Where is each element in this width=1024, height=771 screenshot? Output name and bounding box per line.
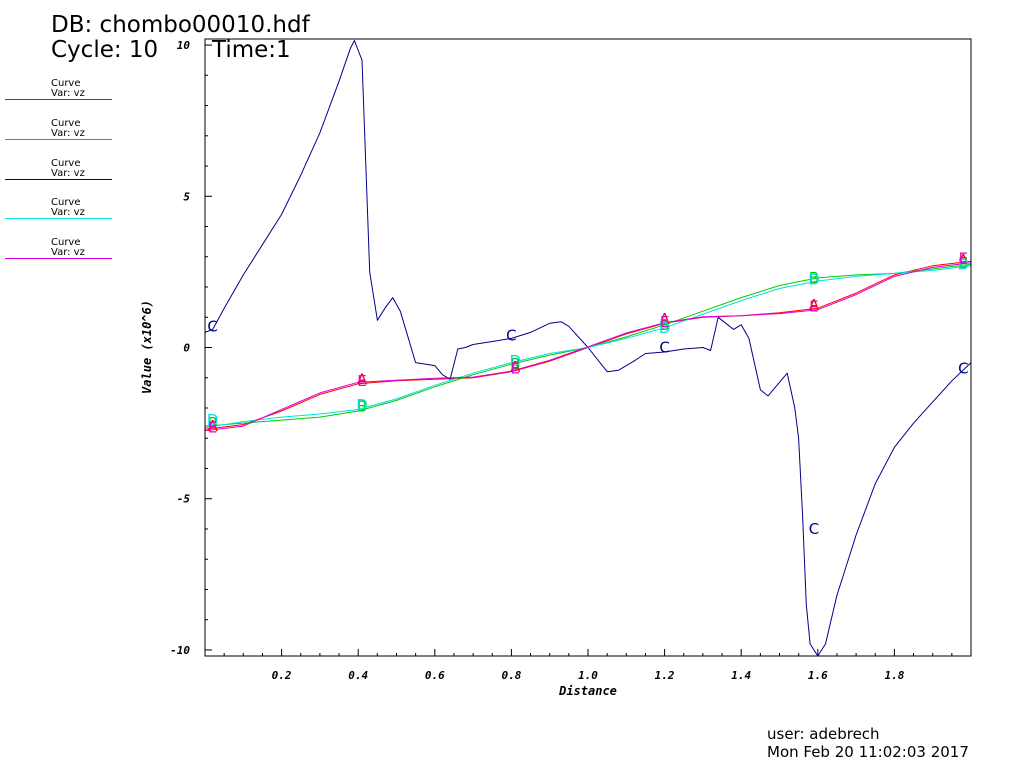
y-tick-label: 10: [177, 39, 191, 52]
legend-swatch: [5, 139, 112, 140]
legend-curve-label: Curve: [51, 78, 81, 89]
series-marker-A: A: [510, 358, 521, 376]
y-tick-label: 0: [183, 342, 190, 355]
series-line-1: [204, 260, 972, 430]
series-marker-A: A: [958, 251, 969, 269]
x-tick-label: 1.6: [808, 669, 828, 682]
timestamp: Mon Feb 20 11:02:03 2017: [767, 743, 969, 761]
y-tick-label: -10: [170, 644, 190, 657]
series-marker-A: A: [659, 310, 670, 328]
series-marker-C: C: [207, 317, 217, 335]
series-marker-E: E: [510, 360, 519, 378]
series-marker-D: D: [958, 255, 970, 273]
series-marker-C: C: [659, 339, 669, 357]
series-marker-E: E: [809, 298, 818, 316]
user-label: user: adebrech: [767, 725, 880, 743]
tick-labels: 0.2 0.4 0.6 0.8 1.0 1.2 1.4 1.6 1.8 10 5 0 -5 -10: [170, 39, 905, 682]
series-marker-A: A: [208, 417, 219, 435]
legend-var-label: Var: vz: [51, 88, 85, 99]
series-marker-B: B: [208, 414, 218, 432]
series-marker-D: D: [509, 352, 521, 370]
y-axis-title: Value (x10^6): [140, 300, 154, 394]
x-tick-label: 1.2: [655, 669, 675, 682]
cycle-label: Cycle: 10: [51, 37, 159, 63]
series-line-2: [204, 263, 972, 427]
x-tick-label: 0.4: [348, 669, 368, 682]
db-title: DB: chombo00010.hdf: [51, 12, 310, 38]
x-axis-title: Distance: [558, 684, 617, 698]
series-marker-E: E: [208, 419, 217, 437]
legend-entry-4: Curve Var: vz: [5, 197, 112, 227]
series-marker-B: B: [659, 316, 669, 334]
plot-frame: [204, 38, 972, 657]
series-marker-B: B: [357, 397, 367, 415]
legend-entry-1: Curve Var: vz: [5, 78, 112, 108]
x-tick-label: 0.6: [425, 669, 445, 682]
series-line-4: [204, 265, 972, 429]
series-line-5: [204, 262, 972, 432]
x-tick-label: 0.8: [501, 669, 521, 682]
series-layer: [204, 40, 972, 657]
series-marker-D: D: [659, 319, 671, 337]
series-marker-C: C: [809, 520, 819, 538]
x-tick-label: 1.0: [578, 669, 598, 682]
legend-curve-label: Curve: [51, 158, 81, 169]
series-marker-D: D: [207, 411, 219, 429]
x-tick-label: 0.2: [272, 669, 292, 682]
series-marker-B: B: [809, 269, 819, 287]
legend-curve-label: Curve: [51, 237, 81, 248]
legend-swatch: [5, 218, 112, 219]
legend-swatch: [5, 258, 112, 259]
series-line-3: [204, 40, 972, 657]
time-label: Time:1: [212, 37, 291, 63]
series-marker-B: B: [958, 254, 968, 272]
series-marker-E: E: [959, 249, 968, 267]
legend-curve-label: Curve: [51, 118, 81, 129]
legend-entry-3: Curve Var: vz: [5, 158, 112, 188]
series-marker-A: A: [357, 370, 368, 388]
series-marker-E: E: [357, 372, 366, 390]
series-marker-D: D: [808, 270, 820, 288]
series-marker-E: E: [660, 313, 669, 331]
series-marker-D: D: [356, 396, 368, 414]
series-marker-B: B: [510, 355, 520, 373]
legend-curve-label: Curve: [51, 197, 81, 208]
legend-var-label: Var: vz: [51, 207, 85, 218]
legend-entry-2: Curve Var: vz: [5, 118, 112, 148]
legend-var-label: Var: vz: [51, 168, 85, 179]
x-tick-label: 1.8: [884, 669, 904, 682]
series-marker-A: A: [809, 296, 820, 314]
legend-var-label: Var: vz: [51, 128, 85, 139]
legend-entry-5: Curve Var: vz: [5, 237, 112, 267]
legend-swatch: [5, 179, 112, 180]
y-tick-label: -5: [177, 493, 191, 506]
legend-var-label: Var: vz: [51, 247, 85, 258]
x-tick-label: 1.4: [731, 669, 751, 682]
series-marker-C: C: [506, 326, 516, 344]
legend-swatch: [5, 99, 112, 100]
series-marker-C: C: [958, 360, 968, 378]
y-tick-label: 5: [183, 190, 190, 203]
